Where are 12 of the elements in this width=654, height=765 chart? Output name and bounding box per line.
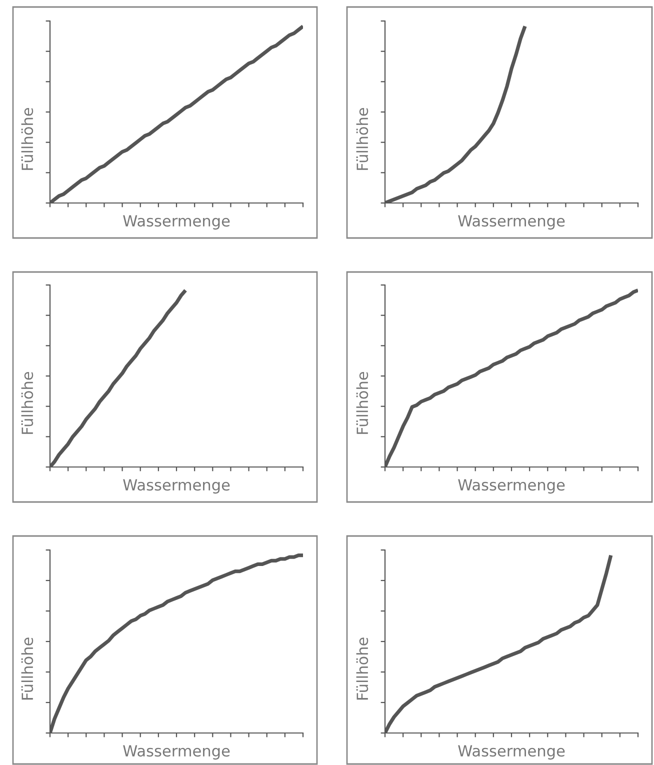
x-axis-title: Wassermenge	[458, 215, 565, 230]
y-axis-title: Füllhöhe	[356, 638, 368, 700]
y-axis-title: Füllhöhe	[21, 108, 34, 170]
y-axis-title: Füllhöhe	[21, 372, 34, 434]
y-axis-title: Füllhöhe	[356, 108, 368, 170]
x-axis-title: Wassermenge	[123, 479, 230, 494]
y-axis-title: Füllhöhe	[356, 372, 368, 434]
x-axis-title: Wassermenge	[458, 479, 565, 494]
x-axis-title: Wassermenge	[123, 745, 230, 760]
x-axis-title: Wassermenge	[458, 745, 565, 760]
x-axis-title: Wassermenge	[123, 215, 230, 230]
y-axis-title: Füllhöhe	[21, 638, 34, 700]
